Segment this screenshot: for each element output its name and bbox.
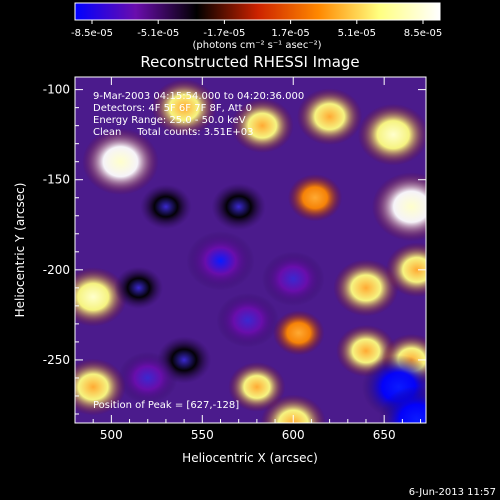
intensity-blob <box>357 103 426 166</box>
annotation-detectors: Detectors: 4F 5F 6F 7F 8F, Att 0 <box>93 103 252 114</box>
intensity-blob <box>151 79 217 137</box>
intensity-blob <box>75 267 128 327</box>
intensity-blob <box>228 362 286 412</box>
y-tick-label: -150 <box>43 173 70 187</box>
intensity-blob <box>378 386 426 423</box>
x-axis-label: Heliocentric X (arcsec) <box>182 451 318 465</box>
intensity-blob <box>296 88 363 146</box>
peak-position-label: Position of Peak = [627,-128] <box>93 400 239 411</box>
colorbar-tick-label: -5.1e-05 <box>137 28 179 39</box>
plot-image <box>75 77 426 423</box>
intensity-blob <box>186 231 255 291</box>
intensity-blob <box>385 242 426 298</box>
footer-timestamp: 6-Jun-2013 11:57 <box>409 487 496 498</box>
intensity-blob <box>287 174 343 222</box>
colorbar-tick-label: 1.7e-05 <box>271 28 309 39</box>
y-tick-label: -200 <box>43 263 70 277</box>
intensity-blob <box>261 251 325 307</box>
colorbar <box>74 2 441 21</box>
colorbar-tick-label: 5.1e-05 <box>338 28 376 39</box>
intensity-blob <box>75 358 126 416</box>
annotation-total-counts: Clean Total counts: 3.51E+03 <box>93 127 253 138</box>
intensity-blob <box>371 172 426 242</box>
x-tick-label: 500 <box>100 428 123 442</box>
annotation-time-range: 9-Mar-2003 04:15:54.000 to 04:20:36.000 <box>93 91 304 102</box>
annotation-energy-range: Energy Range: 25.0 - 50.0 keV <box>93 115 246 126</box>
x-tick-label: 650 <box>373 428 396 442</box>
intensity-blob <box>216 293 280 348</box>
chart-title: Reconstructed RHESSI Image <box>140 53 359 71</box>
y-tick-label: -250 <box>43 353 70 367</box>
axis-ticks: 500 550 600 650 -100 -150 -200 -250 <box>43 77 426 442</box>
plot-frame <box>74 76 427 424</box>
intensity-blob <box>260 394 326 423</box>
colorbar-tick-label: -8.5e-05 <box>71 28 113 39</box>
x-tick-label: 550 <box>191 428 214 442</box>
y-tick-label: -100 <box>43 83 70 97</box>
x-tick-label: 600 <box>282 428 305 442</box>
intensity-blob <box>333 259 399 317</box>
intensity-blob <box>140 184 192 230</box>
intensity-blob <box>82 128 159 195</box>
intensity-blob <box>231 98 294 153</box>
intensity-blob <box>117 351 178 404</box>
colorbar-tick-label: 8.5e-05 <box>404 28 442 39</box>
colorbar-ticks: -8.5e-05 -5.1e-05 -1.7e-05 1.7e-05 5.1e-05 8.… <box>71 20 442 39</box>
colorbar-units: (photons cm⁻² s⁻¹ asec⁻²) <box>192 40 321 51</box>
intensity-blobs <box>75 79 426 423</box>
intensity-blob <box>114 266 164 310</box>
y-axis-label: Heliocentric Y (arcsec) <box>13 183 27 318</box>
intensity-blob <box>272 310 325 356</box>
colorbar-tick-label: -1.7e-05 <box>203 28 245 39</box>
intensity-blob <box>211 183 266 231</box>
